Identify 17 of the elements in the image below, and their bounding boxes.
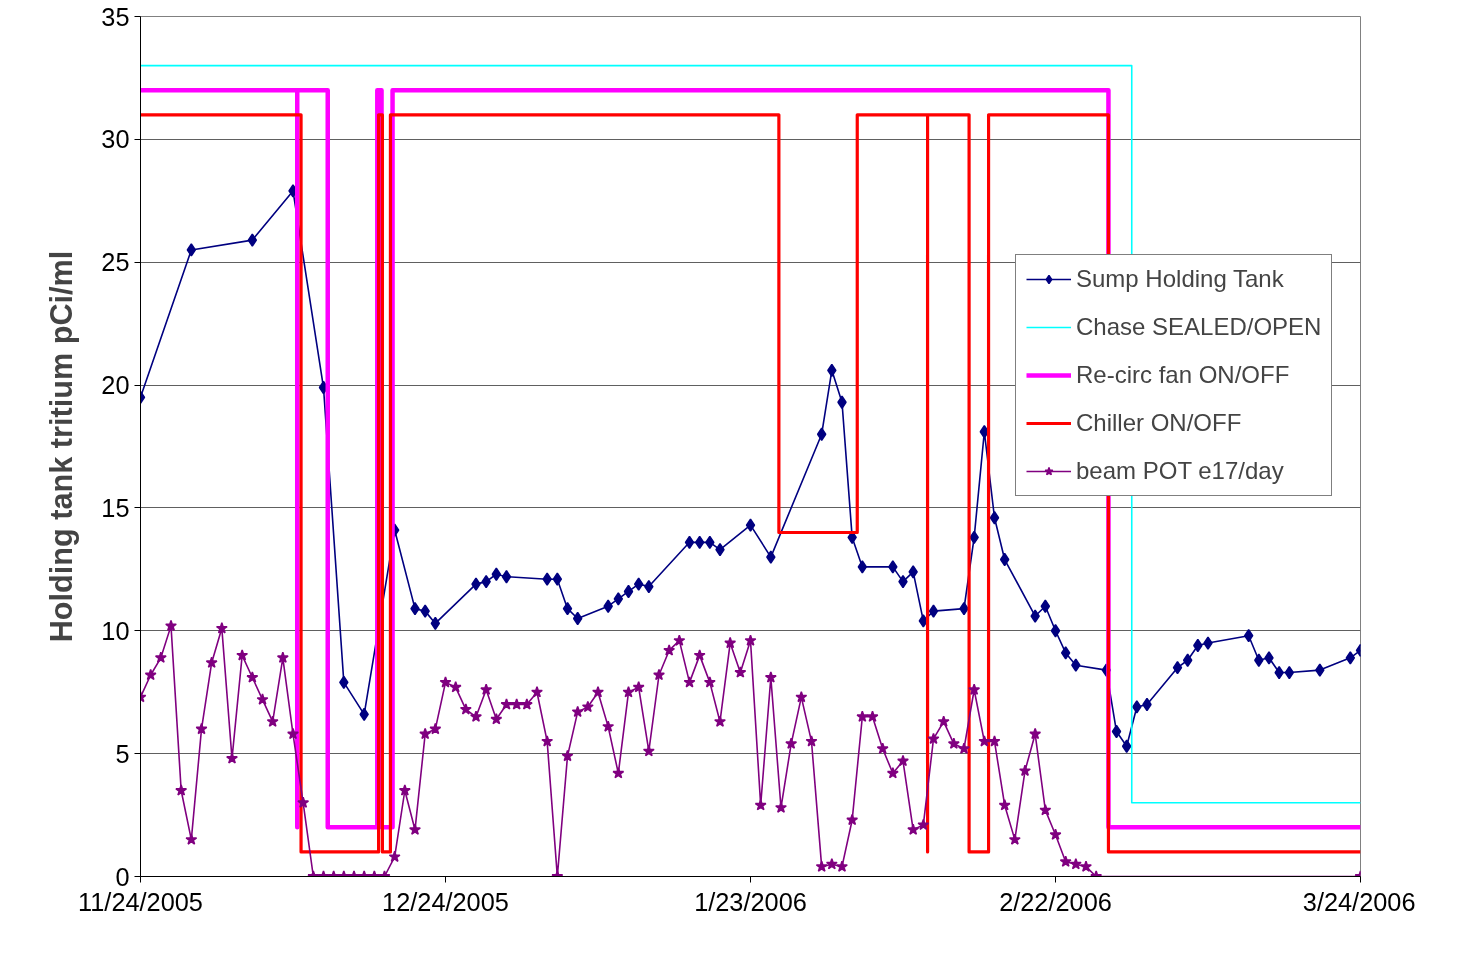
y-tick-label: 35 — [101, 2, 130, 31]
legend-label: Re-circ fan ON/OFF — [1076, 361, 1290, 389]
y-tick-label: 20 — [101, 371, 130, 400]
legend-label: beam POT e17/day — [1076, 457, 1284, 485]
x-tick-label: 12/24/2005 — [382, 887, 509, 916]
y-axis-title: Holding tank tritium pCi/ml — [44, 250, 80, 643]
legend-label: Chiller ON/OFF — [1076, 409, 1242, 437]
y-tick-label: 10 — [101, 616, 130, 645]
x-tick-label: 1/23/2006 — [694, 887, 807, 916]
legend-label: Sump Holding Tank — [1076, 265, 1284, 293]
y-tick-label: 15 — [101, 493, 130, 522]
x-tick-label: 2/22/2006 — [999, 887, 1112, 916]
x-tick-label: 3/24/2006 — [1302, 887, 1416, 916]
y-tick-label: 30 — [101, 125, 130, 154]
legend-label: Chase SEALED/OPEN — [1076, 313, 1322, 341]
y-tick-label: 25 — [101, 248, 130, 277]
y-tick-label: 5 — [115, 739, 130, 768]
